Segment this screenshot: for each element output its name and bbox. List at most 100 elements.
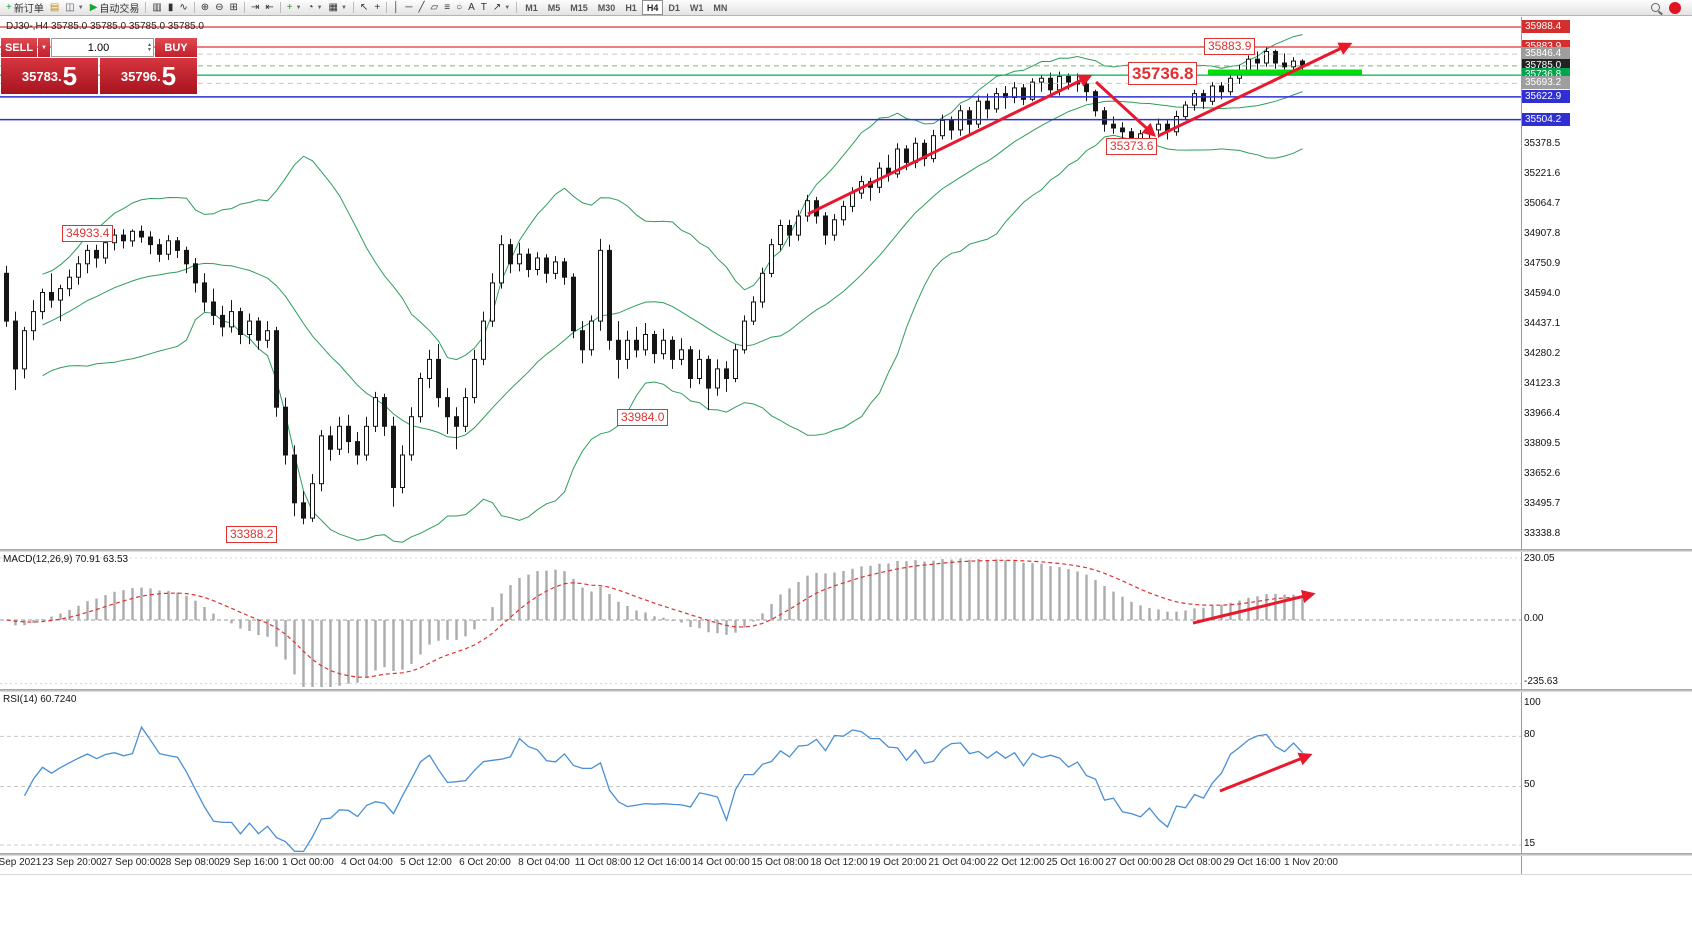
panel-separator[interactable] (0, 549, 1692, 552)
candle-body (517, 253, 522, 265)
trend-arrow[interactable] (1219, 752, 1313, 793)
candle-body (130, 230, 135, 242)
text-icon[interactable]: A (465, 1, 478, 15)
fibonacci-icon[interactable]: ≡ (441, 1, 453, 15)
candle-body (796, 215, 801, 236)
candle-body (562, 261, 567, 278)
timeframe-button-m15[interactable]: M15 (570, 2, 588, 13)
chart-shift-icon[interactable]: ⇤ (262, 1, 276, 15)
candle-body (328, 435, 333, 450)
trend-arrow[interactable] (1157, 42, 1353, 138)
templates-button-glyph: ▦ (328, 1, 338, 13)
candle-body (382, 397, 387, 427)
line-chart-icon[interactable]: ∿ (176, 1, 190, 15)
timeframe-button-m5[interactable]: M5 (547, 2, 561, 13)
timeframe-button-w1[interactable]: W1 (689, 2, 704, 13)
timeframe-button-h1[interactable]: H1 (625, 2, 637, 13)
candle-body (778, 225, 783, 246)
volume-input[interactable] (52, 40, 153, 55)
candle-body (1093, 91, 1098, 112)
crosshair-icon[interactable]: + (371, 1, 383, 15)
chart-shift-icon-glyph: ⇤ (265, 1, 274, 13)
trendline-icon[interactable]: ╱ (416, 1, 428, 15)
candle-body (1183, 104, 1188, 118)
fibonacci-icon-glyph: ≡ (444, 1, 451, 13)
sell-price-button[interactable]: 35783. 5 (1, 58, 98, 94)
notification-badge[interactable] (1669, 1, 1681, 14)
macd-signal-line (6, 559, 1303, 678)
indicators-button[interactable]: + ▼ (284, 1, 305, 15)
candle-body (1156, 123, 1161, 131)
volume-stepper[interactable]: ▲ ▼ (147, 41, 152, 53)
candle-body (697, 358, 702, 379)
rsi-indicator-label: RSI(14) 60.7240 (3, 694, 77, 705)
horizontal-line-icon[interactable]: ─ (402, 1, 415, 15)
profiles-icon[interactable]: ◫ ▼ (62, 1, 86, 15)
candle-body (211, 301, 216, 316)
trend-arrow[interactable] (807, 74, 1093, 216)
zoom-in-icon[interactable]: ⊕ (198, 1, 212, 15)
bollinger-upper (42, 34, 1303, 361)
templates-button-dropdown-icon[interactable]: ▼ (340, 4, 347, 11)
search-icon[interactable] (1651, 3, 1660, 12)
candle-body (409, 416, 414, 456)
bar-chart-icon[interactable]: ▥ (149, 1, 164, 15)
trend-arrow[interactable] (1094, 80, 1156, 137)
panel-separator[interactable] (0, 853, 1692, 856)
candle-body (508, 244, 513, 265)
timeframe-button-m30[interactable]: M30 (597, 2, 616, 13)
candle-body (976, 100, 981, 125)
periods-button[interactable]: ◔ ▼ (305, 1, 326, 15)
timeframe-button-d1[interactable]: D1 (668, 2, 680, 13)
candle-body (454, 416, 459, 427)
timeframe-button-m1[interactable]: M1 (525, 2, 538, 13)
order-type-dropdown-icon[interactable]: ▼ (38, 38, 50, 57)
candle-body (949, 119, 954, 131)
candle-body (247, 320, 252, 336)
templates-button[interactable]: ▦ ▼ (326, 1, 350, 15)
new-order-button[interactable]: + 新订单 (3, 1, 47, 15)
channel-icon[interactable]: ▱ (428, 1, 442, 15)
autotrading-button[interactable]: ▶ 自动交易 (87, 1, 143, 15)
profiles-icon-dropdown-icon[interactable]: ▼ (77, 4, 84, 11)
timeframe-button-mn[interactable]: MN (713, 2, 728, 13)
candle-body (832, 219, 837, 236)
candle-body (724, 368, 729, 379)
candlestick-chart-icon[interactable]: ▮ (165, 1, 177, 15)
candle-body (751, 301, 756, 322)
text-label-icon[interactable]: T (478, 1, 490, 15)
buy-price-button[interactable]: 35796. 5 (100, 58, 197, 94)
candle-body (238, 311, 243, 336)
zoom-out-icon-glyph: ⊖ (215, 1, 224, 13)
arrows-tool-icon-dropdown-icon[interactable]: ▼ (504, 4, 511, 11)
candle-body (472, 358, 477, 399)
candle-body (1210, 85, 1215, 102)
cursor-icon[interactable]: ↖ (357, 1, 371, 15)
tile-windows-icon[interactable]: ⊞ (227, 1, 241, 15)
indicators-button-dropdown-icon[interactable]: ▼ (295, 4, 302, 11)
sell-button[interactable]: SELL (1, 38, 37, 57)
panel-separator[interactable] (0, 689, 1692, 692)
buy-button[interactable]: BUY (155, 38, 197, 57)
candle-body (1066, 75, 1071, 83)
timeframe-toolbar: M1 M5 M15 M30 H1 H4 D1 W1 MN (520, 0, 732, 15)
auto-scroll-icon[interactable]: ⇥ (248, 1, 262, 15)
candle-body (841, 205, 846, 221)
sell-price: 35783. (21, 68, 62, 84)
trend-arrow[interactable] (1192, 589, 1316, 625)
candle-body (1273, 51, 1278, 64)
candle-body (1012, 87, 1017, 99)
periods-button-dropdown-icon[interactable]: ▼ (316, 4, 323, 11)
profiles-icon-glyph: ◫ (65, 1, 75, 13)
charts-window-icon[interactable]: ▤ (47, 1, 62, 15)
candle-body (58, 288, 63, 301)
candle-body (616, 339, 621, 360)
candle-body (1255, 58, 1260, 64)
ellipse-icon[interactable]: ○ (453, 1, 465, 15)
zoom-out-icon[interactable]: ⊖ (212, 1, 226, 15)
timeframe-button-h4[interactable]: H4 (642, 0, 663, 15)
vertical-line-icon[interactable]: │ (390, 1, 402, 15)
arrows-tool-icon[interactable]: ↗ ▼ (490, 1, 513, 15)
